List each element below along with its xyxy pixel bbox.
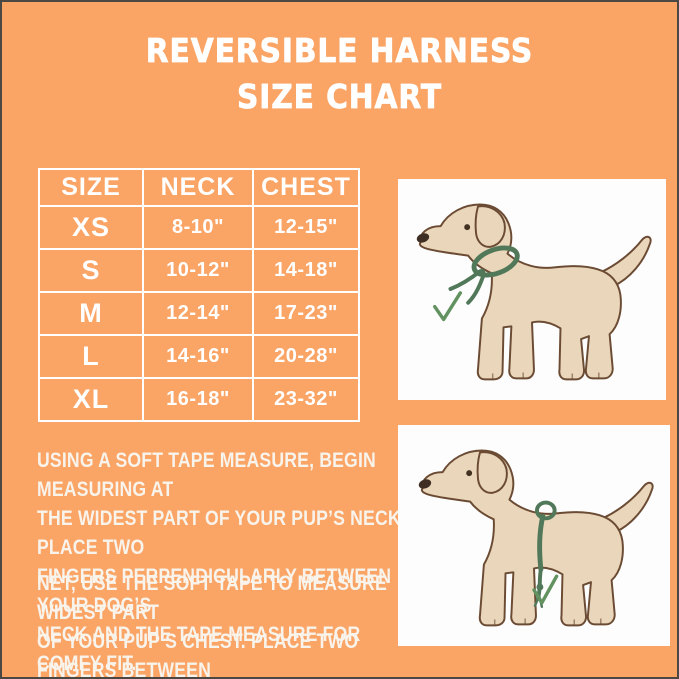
column-header-size: SIZE bbox=[38, 168, 144, 207]
page-title: REVERSIBLE HARNESS SIZE CHART bbox=[36, 28, 644, 120]
size-row-s: S 10-12" 14-18" bbox=[38, 248, 360, 293]
dog-neck-measure-illustration bbox=[414, 203, 652, 381]
chest-measure-illustration-card bbox=[398, 425, 670, 646]
size-row-xl: XL 16-18" 23-32" bbox=[38, 377, 360, 422]
chest-range: 17-23" bbox=[252, 291, 360, 336]
chest-range: 14-18" bbox=[252, 248, 360, 293]
size-row-xs: XS 8-10" 12-15" bbox=[38, 205, 360, 250]
neck-range: 8-10" bbox=[142, 205, 254, 250]
checkmark-icon bbox=[532, 574, 559, 605]
size-label: XS bbox=[38, 205, 144, 250]
chest-range: 23-32" bbox=[252, 377, 360, 422]
chest-measure-instructions: NET, USE THE SOFT TAPE TO MEASURE WIDEST… bbox=[37, 572, 387, 679]
neck-measure-illustration-card bbox=[398, 179, 666, 400]
neck-measure-instructions: USING A SOFT TAPE MEASURE, BEGIN MEASURI… bbox=[37, 449, 406, 675]
page-title-line2: SIZE CHART bbox=[236, 77, 443, 117]
column-header-neck: NECK bbox=[142, 168, 254, 207]
size-table-header: SIZE NECK CHEST bbox=[38, 168, 360, 207]
page-title-line1: REVERSIBLE HARNESS bbox=[145, 31, 534, 71]
size-row-l: L 14-16" 20-28" bbox=[38, 334, 360, 379]
size-label: XL bbox=[38, 377, 144, 422]
neck-range: 12-14" bbox=[142, 291, 254, 336]
neck-range: 16-18" bbox=[142, 377, 254, 422]
size-label: M bbox=[38, 291, 144, 336]
size-label: S bbox=[38, 248, 144, 293]
tape-measure-neck bbox=[448, 245, 520, 305]
chest-range: 12-15" bbox=[252, 205, 360, 250]
neck-range: 10-12" bbox=[142, 248, 254, 293]
size-table: SIZE NECK CHEST XS 8-10" 12-15" S 10-12" 14-18"… bbox=[38, 168, 360, 422]
neck-range: 14-16" bbox=[142, 334, 254, 379]
size-row-m: M 12-14" 17-23" bbox=[38, 291, 360, 336]
column-header-chest: CHEST bbox=[252, 168, 360, 207]
size-label: L bbox=[38, 334, 144, 379]
dog-chest-measure-illustration bbox=[416, 449, 654, 627]
chest-range: 20-28" bbox=[252, 334, 360, 379]
checkmark-icon bbox=[433, 291, 463, 322]
